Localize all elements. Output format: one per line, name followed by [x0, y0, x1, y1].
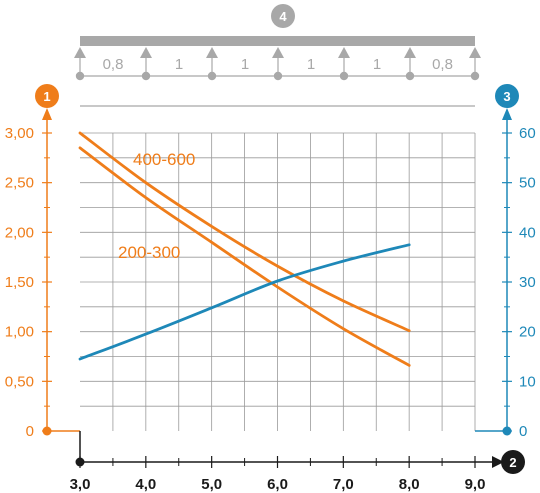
- right-axis-arrow: [502, 108, 512, 120]
- badge-3-label: 3: [503, 89, 510, 104]
- badge-4-label: 4: [279, 9, 287, 24]
- series-line-400-600: [78, 131, 411, 333]
- span-label: 0,8: [103, 56, 124, 73]
- left-tick-label: 0: [26, 423, 34, 440]
- badge-2-circle: [501, 450, 525, 474]
- x-axis-arrow: [492, 456, 504, 468]
- span-label: 1: [175, 56, 183, 73]
- badge-4-circle: [271, 4, 295, 28]
- x-tick-label: 8,0: [399, 476, 420, 493]
- support-beam: [80, 36, 475, 46]
- left-tick-label: 1,50: [5, 274, 34, 291]
- series-label: 200-300: [118, 243, 180, 262]
- series-line-200-300: [78, 146, 411, 367]
- right-tick-label: 20: [519, 324, 536, 341]
- x-tick-label: 6,0: [267, 476, 288, 493]
- left-tick-label: 2,50: [5, 175, 34, 192]
- support-triangle: [404, 47, 416, 58]
- span-label: 1: [373, 56, 381, 73]
- badge-3-circle: [495, 84, 519, 108]
- support-triangle: [469, 47, 481, 58]
- x-tick-label: 5,0: [201, 476, 222, 493]
- span-label: 0,8: [432, 56, 453, 73]
- series-label: 400-600: [133, 150, 195, 169]
- badge-1-circle: [35, 84, 59, 108]
- right-tick-label: 0: [519, 423, 527, 440]
- support-diagram: 0,8 1 1 1 1 0,8 4: [74, 4, 481, 107]
- left-axis-arrow: [42, 108, 52, 120]
- x-tick-label: 7,0: [333, 476, 354, 493]
- badge-2-label: 2: [509, 455, 516, 470]
- series-group: [78, 131, 411, 367]
- right-tick-label: 60: [519, 125, 536, 142]
- series-line-right-axis: [78, 243, 411, 361]
- x-tick-label: 3,0: [70, 476, 91, 493]
- span-label: 1: [307, 56, 315, 73]
- axes: 100,501,001,502,002,503,0030102030405060…: [5, 84, 536, 493]
- support-triangle: [206, 47, 218, 58]
- left-tick-label: 3,00: [5, 125, 34, 142]
- label-group: 400-600 200-300: [118, 150, 195, 262]
- left-tick-label: 2,00: [5, 224, 34, 241]
- support-triangle: [74, 47, 86, 58]
- right-tick-label: 50: [519, 175, 536, 192]
- span-label: 1: [241, 56, 249, 73]
- left-tick-label: 0,50: [5, 373, 34, 390]
- x-tick-label: 4,0: [135, 476, 156, 493]
- right-tick-label: 10: [519, 373, 536, 390]
- badge-1-label: 1: [43, 89, 50, 104]
- support-triangle: [338, 47, 350, 58]
- support-triangle: [272, 47, 284, 58]
- left-tick-label: 1,00: [5, 324, 34, 341]
- right-tick-label: 30: [519, 274, 536, 291]
- support-triangle: [140, 47, 152, 58]
- x-tick-label: 9,0: [465, 476, 486, 493]
- right-tick-label: 40: [519, 224, 536, 241]
